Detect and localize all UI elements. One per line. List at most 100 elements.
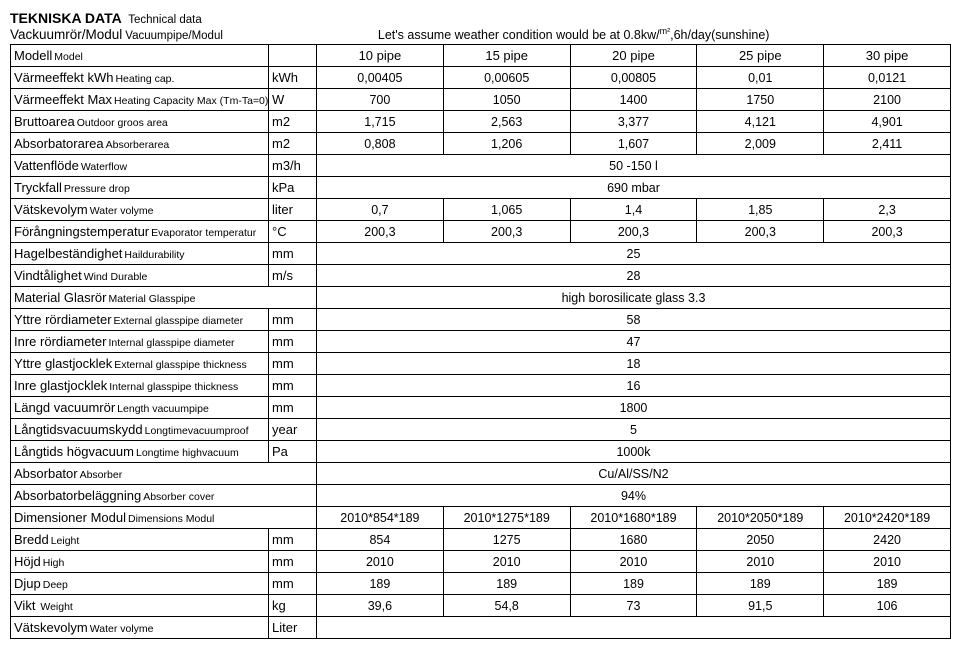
- row-value: 0,0121: [824, 67, 951, 89]
- row-value: 189: [443, 573, 570, 595]
- row-label: AbsorbatorareaAbsorberarea: [11, 133, 269, 155]
- table-row: Yttre rördiameterExternal glasspipe diam…: [11, 309, 951, 331]
- row-value: 200,3: [824, 221, 951, 243]
- row-value: 0,01: [697, 67, 824, 89]
- row-value: 700: [317, 89, 444, 111]
- row-value-span: high borosilicate glass 3.3: [317, 287, 951, 309]
- row-value: 2010: [824, 551, 951, 573]
- table-row: LångtidsvacuumskyddLongtimevacuumproofye…: [11, 419, 951, 441]
- row-value-span: 16: [317, 375, 951, 397]
- row-value: 20 pipe: [570, 45, 697, 67]
- row-value: 1750: [697, 89, 824, 111]
- table-row: AbsorbatorAbsorberCu/Al/SS/N2: [11, 463, 951, 485]
- row-label: Yttre rördiameterExternal glasspipe diam…: [11, 309, 269, 331]
- row-label: DjupDeep: [11, 573, 269, 595]
- table-row: Värmeeffekt MaxHeating Capacity Max (Tm-…: [11, 89, 951, 111]
- row-label: VätskevolymWater volyme: [11, 617, 269, 639]
- row-value: 200,3: [317, 221, 444, 243]
- row-unit: mm: [269, 573, 317, 595]
- row-value: 2,009: [697, 133, 824, 155]
- subtitle-sub: Vacuumpipe/Modul: [125, 30, 223, 42]
- row-label: Värmeeffekt MaxHeating Capacity Max (Tm-…: [11, 89, 269, 111]
- table-row: Längd vacuumrörLength vacuumpipemm1800: [11, 397, 951, 419]
- row-label: Inre rördiameterInternal glasspipe diame…: [11, 331, 269, 353]
- row-value: 2050: [697, 529, 824, 551]
- row-value-span: 690 mbar: [317, 177, 951, 199]
- row-label: FörångningstemperaturEvaporator temperat…: [11, 221, 269, 243]
- row-value-span: 5: [317, 419, 951, 441]
- row-value: 2,411: [824, 133, 951, 155]
- row-value: 200,3: [697, 221, 824, 243]
- header: TEKNISKA DATA Technical data Vackuumrör/…: [10, 10, 950, 42]
- row-value: 2010*2420*189: [824, 507, 951, 529]
- row-unit: mm: [269, 243, 317, 265]
- row-unit: kWh: [269, 67, 317, 89]
- assumption: Let's assume weather condition would be …: [378, 26, 770, 42]
- row-unit: m/s: [269, 265, 317, 287]
- row-label: Längd vacuumrörLength vacuumpipe: [11, 397, 269, 419]
- row-value: 200,3: [443, 221, 570, 243]
- row-unit: mm: [269, 397, 317, 419]
- row-value: 4,121: [697, 111, 824, 133]
- row-value: 4,901: [824, 111, 951, 133]
- row-value: 2010*1680*189: [570, 507, 697, 529]
- row-value: 0,00805: [570, 67, 697, 89]
- table-row: HagelbeständighetHaildurabilitymm25: [11, 243, 951, 265]
- row-value-span: 58: [317, 309, 951, 331]
- table-row: DjupDeepmm189189189189189: [11, 573, 951, 595]
- row-unit: Pa: [269, 441, 317, 463]
- row-unit: °C: [269, 221, 317, 243]
- table-row: BreddLeightmm8541275168020502420: [11, 529, 951, 551]
- row-value: 54,8: [443, 595, 570, 617]
- row-value: 0,7: [317, 199, 444, 221]
- table-row: HöjdHighmm20102010201020102010: [11, 551, 951, 573]
- row-value: 91,5: [697, 595, 824, 617]
- row-label: BreddLeight: [11, 529, 269, 551]
- row-unit: kPa: [269, 177, 317, 199]
- row-label: Inre glastjocklekInternal glasspipe thic…: [11, 375, 269, 397]
- table-row: AbsorbatorareaAbsorberaream20,8081,2061,…: [11, 133, 951, 155]
- row-unit: W: [269, 89, 317, 111]
- row-value: 1275: [443, 529, 570, 551]
- table-row: ModellModel10 pipe15 pipe20 pipe25 pipe3…: [11, 45, 951, 67]
- row-unit: m3/h: [269, 155, 317, 177]
- table-row: TryckfallPressure dropkPa690 mbar: [11, 177, 951, 199]
- table-row: FörångningstemperaturEvaporator temperat…: [11, 221, 951, 243]
- table-row: BruttoareaOutdoor groos aream21,7152,563…: [11, 111, 951, 133]
- row-label: VätskevolymWater volyme: [11, 199, 269, 221]
- row-unit: mm: [269, 353, 317, 375]
- row-value: 200,3: [570, 221, 697, 243]
- row-value: 1050: [443, 89, 570, 111]
- row-value: 1400: [570, 89, 697, 111]
- table-row: Vikt Weightkg39,654,87391,5106: [11, 595, 951, 617]
- table-row: VätskevolymWater volymeliter0,71,0651,41…: [11, 199, 951, 221]
- row-label: AbsorbatorAbsorber: [11, 463, 317, 485]
- row-unit: year: [269, 419, 317, 441]
- table-row: Yttre glastjocklekExternal glasspipe thi…: [11, 353, 951, 375]
- row-value-span: 28: [317, 265, 951, 287]
- table-row: Värmeeffekt kWhHeating cap.kWh0,004050,0…: [11, 67, 951, 89]
- subtitle-main: Vackuumrör/Modul: [10, 27, 122, 42]
- row-unit: mm: [269, 375, 317, 397]
- row-value: 854: [317, 529, 444, 551]
- row-value: 30 pipe: [824, 45, 951, 67]
- row-label: Värmeeffekt kWhHeating cap.: [11, 67, 269, 89]
- row-value: 2010: [697, 551, 824, 573]
- row-unit: mm: [269, 529, 317, 551]
- row-value: 3,377: [570, 111, 697, 133]
- table-row: VätskevolymWater volymeLiter: [11, 617, 951, 639]
- row-unit: m2: [269, 133, 317, 155]
- spec-table: ModellModel10 pipe15 pipe20 pipe25 pipe3…: [10, 44, 951, 639]
- table-row: Långtids högvacuumLongtime highvacuumPa1…: [11, 441, 951, 463]
- row-label: Långtids högvacuumLongtime highvacuum: [11, 441, 269, 463]
- row-value-span: Cu/Al/SS/N2: [317, 463, 951, 485]
- row-unit: m2: [269, 111, 317, 133]
- row-value: 189: [570, 573, 697, 595]
- row-unit: mm: [269, 331, 317, 353]
- row-value: 1,85: [697, 199, 824, 221]
- row-unit: liter: [269, 199, 317, 221]
- row-value-span: 1000k: [317, 441, 951, 463]
- row-value: 1,4: [570, 199, 697, 221]
- row-label: VattenflödeWaterflow: [11, 155, 269, 177]
- row-value: 1680: [570, 529, 697, 551]
